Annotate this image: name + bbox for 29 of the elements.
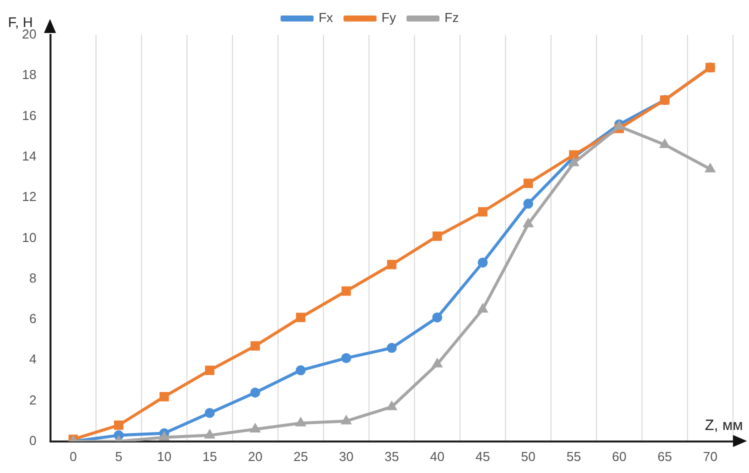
- y-tick-label: 0: [29, 432, 36, 448]
- y-tick-label: 14: [22, 148, 36, 164]
- legend-label: Fz: [444, 10, 459, 26]
- y-tick-label: 12: [22, 189, 36, 204]
- x-tick-label: 70: [703, 448, 718, 464]
- x-tick-label: 5: [115, 448, 122, 464]
- x-tick-label: 15: [202, 448, 217, 464]
- x-tick-label: 40: [430, 448, 444, 464]
- x-tick-label: 60: [612, 448, 626, 464]
- x-tick-label: 35: [384, 448, 399, 464]
- y-tick-label: 2: [29, 392, 36, 408]
- y-tick-label: 18: [22, 67, 36, 82]
- y-tick-label: 4: [29, 352, 36, 367]
- x-tick-label: 30: [338, 448, 354, 464]
- y-tick-label: 6: [29, 311, 36, 326]
- y-tick-label: 16: [22, 108, 36, 123]
- x-tick-label: 50: [521, 448, 536, 464]
- y-tick-label: 10: [22, 230, 36, 245]
- legend-label: Fx: [318, 10, 334, 26]
- y-tick-label: 8: [29, 270, 36, 286]
- legend-label: Fy: [382, 10, 396, 26]
- x-axis-title: Z, мм: [704, 417, 743, 434]
- x-tick-label: 25: [293, 448, 308, 464]
- x-tick-label: 0: [70, 448, 77, 464]
- x-tick-label: 65: [658, 448, 672, 464]
- x-tick-label: 55: [566, 448, 581, 464]
- x-tick-label: 45: [476, 448, 490, 464]
- x-tick-label: 10: [156, 448, 172, 464]
- x-tick-label: 20: [248, 448, 262, 464]
